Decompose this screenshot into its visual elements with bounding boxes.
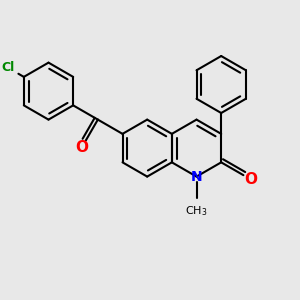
Text: N: N: [191, 169, 202, 184]
Text: O: O: [75, 140, 88, 155]
Text: O: O: [244, 172, 257, 187]
Text: Cl: Cl: [1, 61, 14, 74]
Text: CH$_3$: CH$_3$: [185, 205, 208, 218]
